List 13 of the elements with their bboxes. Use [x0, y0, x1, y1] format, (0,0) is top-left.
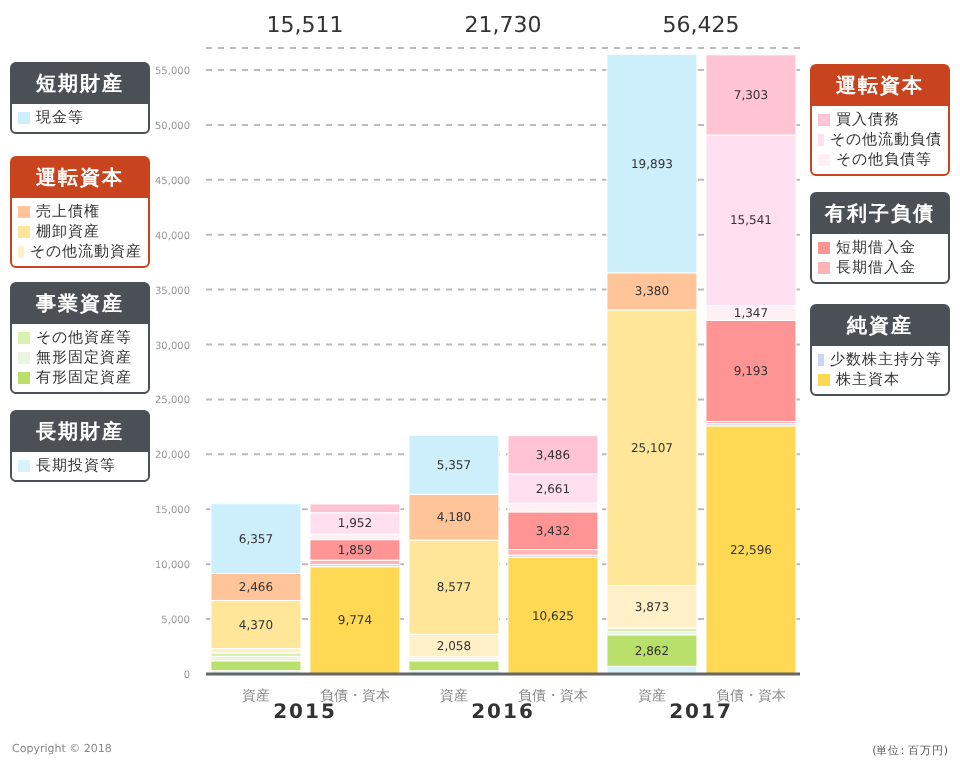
text: 21,730: [462, 12, 544, 38]
text: 2016: [469, 702, 537, 724]
text: 事業資産: [12, 284, 148, 324]
text: 56,425: [660, 12, 742, 38]
text: 15,511: [264, 12, 346, 38]
text: 純資産: [812, 306, 948, 346]
text: 2015: [271, 702, 339, 724]
text: 短期財産: [12, 64, 148, 104]
text: 有利子負債: [812, 194, 948, 234]
text: 運転資本: [812, 66, 948, 106]
text: 2017: [667, 702, 735, 724]
text: 長期財産: [12, 412, 148, 452]
text: 運転資本: [12, 158, 148, 198]
